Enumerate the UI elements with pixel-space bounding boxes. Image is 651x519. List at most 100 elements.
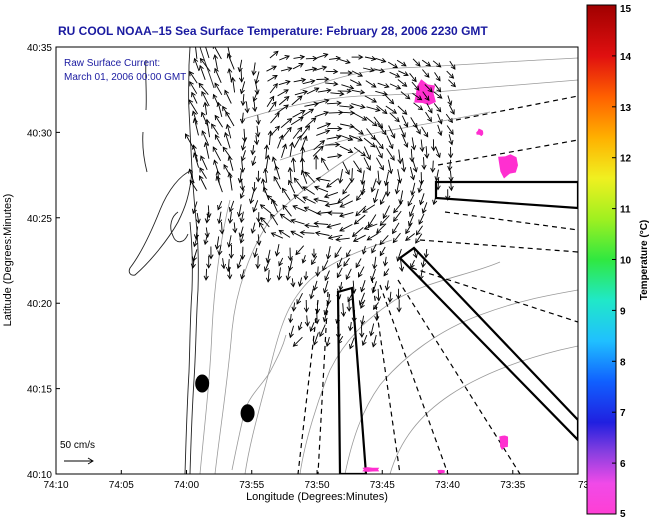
current-vector-head — [198, 175, 204, 181]
current-vector — [239, 226, 244, 238]
current-vector-head — [323, 193, 330, 199]
current-vector-head — [298, 63, 304, 68]
current-vector-head — [388, 143, 394, 150]
current-vector — [192, 111, 198, 125]
current-vector-head — [318, 145, 324, 151]
current-vector — [266, 249, 271, 263]
current-vector — [207, 205, 210, 218]
current-vector-head — [401, 61, 407, 67]
current-vector-head — [384, 285, 390, 292]
current-vector-head — [356, 167, 362, 174]
current-vector — [387, 159, 392, 174]
current-vector-head — [351, 232, 358, 238]
colorbar-tick-label: 15 — [620, 4, 632, 15]
current-vector — [205, 142, 210, 159]
current-vector-head — [390, 133, 396, 139]
current-vector-head — [431, 146, 437, 152]
sector-line — [397, 279, 521, 474]
current-vector — [397, 169, 401, 184]
current-vector — [291, 278, 294, 287]
current-vector-head — [382, 91, 389, 97]
current-vector-head — [415, 230, 421, 236]
current-vector-head — [279, 213, 285, 219]
current-vector-head — [297, 281, 303, 288]
current-vector-head — [278, 134, 284, 140]
current-vector — [396, 179, 400, 194]
current-vector — [317, 53, 328, 59]
current-vector — [324, 191, 339, 198]
current-vector — [337, 288, 340, 299]
current-vector — [301, 158, 304, 173]
current-vector — [255, 135, 258, 145]
current-vector-head — [230, 76, 236, 83]
current-vector-head — [448, 129, 454, 135]
current-vector — [326, 178, 339, 188]
current-vector-head — [324, 98, 330, 104]
current-vector-head — [254, 89, 260, 95]
current-vector — [264, 168, 268, 183]
current-vector-head — [260, 178, 266, 184]
current-vector — [312, 145, 324, 157]
current-vector — [368, 214, 377, 227]
current-vector — [257, 115, 260, 125]
current-vector-head — [360, 320, 366, 326]
current-vector-head — [204, 232, 210, 239]
current-vector-head — [227, 274, 233, 280]
current-vector-head — [272, 75, 278, 80]
current-vector-head — [357, 136, 363, 142]
current-vector-head — [278, 229, 284, 235]
current-vector — [389, 83, 401, 90]
current-vector-head — [188, 99, 194, 105]
current-vector — [293, 135, 302, 149]
current-vector — [420, 269, 423, 280]
current-vector-head — [423, 132, 429, 138]
current-vector — [397, 105, 408, 115]
current-vector-head — [345, 59, 351, 65]
current-vector — [412, 159, 417, 172]
current-vector-head — [419, 199, 425, 206]
current-vector — [216, 176, 223, 193]
current-vector-head — [381, 57, 387, 63]
current-vector-head — [383, 271, 389, 277]
current-vector — [448, 134, 453, 145]
current-vector-head — [399, 266, 405, 273]
current-vector — [327, 154, 342, 158]
current-vector-head — [402, 109, 408, 115]
current-vector — [310, 288, 314, 299]
current-vector-head — [415, 238, 420, 244]
current-vector-head — [303, 307, 310, 313]
current-vector — [292, 127, 303, 139]
current-vector — [418, 213, 425, 225]
current-vector-head — [358, 54, 364, 60]
current-vector-head — [193, 57, 199, 64]
current-vector — [315, 99, 329, 105]
inlet — [170, 211, 189, 243]
current-vector — [264, 260, 270, 272]
current-vector-head — [227, 155, 233, 161]
current-vector-head — [239, 238, 245, 244]
current-vector — [448, 159, 452, 171]
current-vector-head — [356, 195, 361, 202]
current-vector — [446, 125, 454, 135]
shoreline-new-jersey — [188, 47, 199, 474]
current-vector — [319, 324, 326, 337]
current-vector — [240, 178, 244, 191]
current-vector — [193, 234, 199, 247]
current-vector-head — [215, 170, 221, 176]
current-vector-head — [412, 253, 418, 259]
current-vector-head — [366, 154, 371, 161]
current-vector — [379, 235, 389, 245]
current-vector — [278, 267, 281, 280]
current-vector — [373, 68, 385, 73]
current-vector-head — [270, 213, 275, 219]
current-vector — [269, 125, 280, 137]
current-vector-head — [448, 73, 455, 79]
sector-line — [317, 291, 329, 474]
current-vector — [325, 82, 338, 85]
x-tick-label: 73:35 — [500, 480, 525, 491]
current-vector — [341, 84, 354, 89]
current-vector-head — [387, 297, 393, 303]
current-vector-head — [345, 274, 351, 281]
current-vector-head — [224, 89, 229, 96]
current-vector-head — [305, 124, 311, 131]
